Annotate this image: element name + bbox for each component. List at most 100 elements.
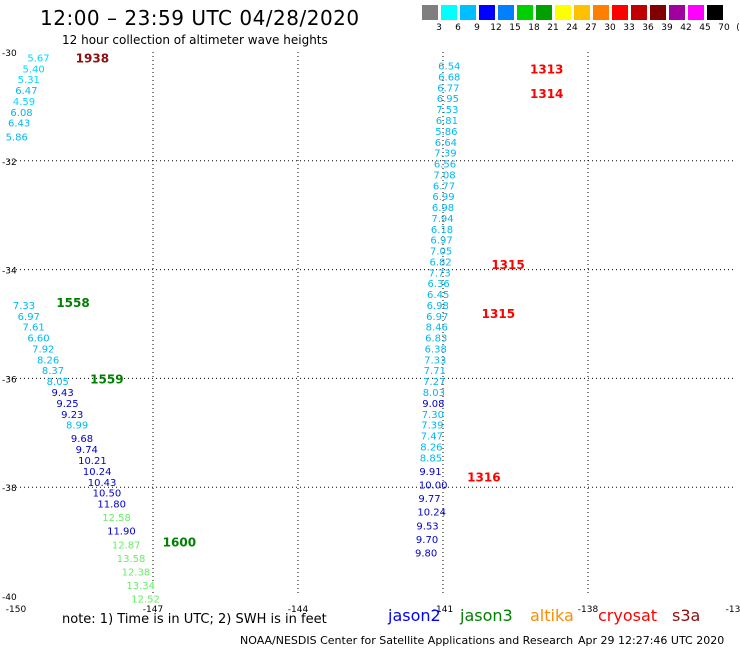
wave-height-value: 5.86 (435, 127, 457, 138)
pass-time-label: 1316 (467, 470, 500, 484)
wave-height-value: 6.08 (10, 108, 32, 119)
wave-height-value: 7.33 (424, 355, 446, 366)
color-scale-label: 15 (509, 23, 521, 33)
y-tick-label: -32 (2, 158, 17, 168)
wave-height-value: 10.24 (83, 467, 112, 478)
wave-height-value: 6.43 (8, 119, 30, 130)
wave-height-value: 6.97 (430, 236, 452, 247)
wave-height-value: 8.99 (66, 421, 88, 432)
wave-height-value: 6.64 (435, 138, 457, 149)
wave-height-value: 7.30 (422, 410, 444, 421)
generated-timestamp: Apr 29 12:27:46 UTC 2020 (578, 634, 725, 647)
y-tick-label: -38 (2, 484, 17, 494)
wave-height-value: 12.87 (112, 540, 141, 551)
color-swatch (460, 5, 476, 20)
x-tick-label: -138 (578, 605, 599, 615)
color-scale-label: (ft) (736, 23, 740, 33)
pass-time-label: 1313 (530, 62, 563, 76)
wave-height-value: 7.53 (436, 105, 458, 116)
wave-height-value: 5.86 (6, 132, 28, 143)
pass-time-label: 1315 (482, 307, 515, 321)
wave-height-value: 6.97 (18, 312, 40, 323)
wave-height-value: 6.99 (432, 192, 454, 203)
wave-height-value: 10.00 (419, 480, 448, 491)
wave-height-value: 9.74 (76, 445, 98, 456)
wave-height-value: 6.77 (433, 181, 455, 192)
wave-height-value: 12.58 (102, 513, 131, 524)
wave-height-value: 6.18 (431, 225, 453, 236)
wave-height-value: 8.85 (420, 453, 442, 464)
wave-height-value: 8.03 (423, 388, 445, 399)
wave-height-value: 13.58 (117, 554, 146, 565)
page-subtitle: 12 hour collection of altimeter wave hei… (62, 33, 328, 47)
color-swatch (707, 5, 723, 20)
wave-height-value: 8.37 (42, 366, 64, 377)
wave-height-value: 9.80 (415, 548, 437, 559)
pass-time-label: 1558 (56, 296, 89, 310)
wave-height-value: 7.73 (429, 268, 451, 279)
color-swatch (631, 5, 647, 20)
wave-height-value: 6.47 (15, 86, 37, 97)
wave-height-value: 6.45 (427, 290, 449, 301)
wave-height-value: 7.39 (421, 421, 443, 432)
x-tick-label: -144 (288, 605, 309, 615)
wave-height-value: 8.26 (37, 355, 59, 366)
color-swatch (593, 5, 609, 20)
pass-time-label: 1559 (90, 372, 123, 386)
wave-height-value: 6.60 (27, 334, 49, 345)
wave-height-value: 8.46 (426, 323, 448, 334)
units-note: note: 1) Time is in UTC; 2) SWH is in fe… (62, 612, 327, 627)
legend-s3a: s3a (672, 606, 701, 625)
color-scale-label: 9 (474, 23, 480, 33)
wave-height-value: 5.67 (27, 53, 49, 64)
color-scale-label: 18 (528, 23, 540, 33)
wave-height-value: 6.95 (437, 94, 459, 105)
wave-height-value: 10.50 (93, 489, 122, 500)
wave-height-value: 7.47 (421, 432, 443, 443)
color-swatch (536, 5, 552, 20)
color-scale-label: 27 (585, 23, 597, 33)
wave-height-value: 5.40 (23, 64, 45, 75)
wave-height-value: 10.43 (88, 478, 117, 489)
color-scale-label: 24 (566, 23, 578, 33)
color-swatch (650, 5, 666, 20)
wave-height-value: 11.80 (97, 500, 126, 511)
legend-altika: altika (530, 606, 574, 625)
wave-height-value: 6.83 (425, 334, 447, 345)
color-swatch (612, 5, 628, 20)
wave-height-value: 9.08 (422, 399, 444, 410)
color-scale-label: 36 (642, 23, 654, 33)
wave-height-value: 7.61 (23, 323, 45, 334)
wave-height-value: 7.94 (431, 214, 453, 225)
wave-height-value: 4.59 (13, 97, 35, 108)
color-scale-label: 45 (699, 23, 711, 33)
wave-height-value: 7.92 (32, 344, 54, 355)
color-swatch (441, 5, 457, 20)
color-scale-label: 6 (455, 23, 461, 33)
wave-height-value: 6.68 (438, 72, 460, 83)
y-tick-label: -30 (2, 49, 17, 59)
color-scale-label: 21 (547, 23, 559, 33)
wave-height-value: 7.08 (433, 170, 455, 181)
y-tick-label: -34 (2, 267, 17, 277)
y-tick-label: -36 (2, 375, 17, 385)
color-swatch (479, 5, 495, 20)
color-scale-label: 42 (680, 23, 692, 33)
color-scale-label: 70 (718, 23, 730, 33)
color-swatch (688, 5, 704, 20)
page-title: 12:00 – 23:59 UTC 04/28/2020 (40, 6, 360, 30)
pass-time-label: 1315 (491, 258, 524, 272)
wave-height-value: 9.68 (71, 434, 93, 445)
wave-height-value: 7.33 (13, 301, 35, 312)
wave-height-value: 12.38 (122, 568, 151, 579)
wave-height-value: 9.25 (56, 399, 78, 410)
color-swatch (574, 5, 590, 20)
wave-height-value: 10.24 (417, 508, 446, 519)
wave-height-value: 6.36 (428, 279, 450, 290)
pass-time-label: 1938 (76, 51, 109, 65)
wave-height-value: 6.56 (434, 160, 456, 171)
wave-height-value: 9.77 (418, 494, 440, 505)
color-scale-label: 39 (661, 23, 673, 33)
color-swatch (555, 5, 571, 20)
wave-height-value: 9.23 (61, 410, 83, 421)
